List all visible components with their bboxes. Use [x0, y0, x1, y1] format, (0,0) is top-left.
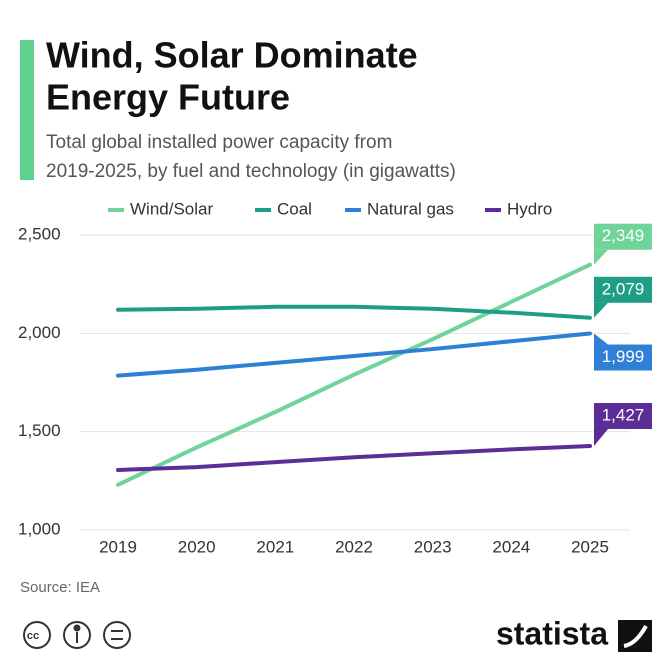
y-tick-label: 1,000: [18, 519, 61, 538]
accent-bar: [20, 40, 34, 180]
legend-label: Coal: [277, 199, 312, 218]
value-label: 1,427: [602, 406, 645, 425]
series-line: [116, 331, 592, 378]
series-line: [116, 444, 592, 473]
x-tick-label: 2024: [492, 537, 530, 556]
chart-title: Energy Future: [46, 77, 290, 118]
value-label-pointer: [594, 249, 608, 265]
value-label-pointer: [594, 302, 608, 318]
chart-subtitle: Total global installed power capacity fr…: [46, 132, 392, 153]
value-label-pointer: [594, 333, 608, 345]
x-tick-label: 2020: [178, 537, 216, 556]
x-tick-label: 2023: [414, 537, 452, 556]
legend-label: Natural gas: [367, 199, 454, 218]
value-label-box: [594, 344, 652, 371]
chart-subtitle: 2019-2025, by fuel and technology (in gi…: [46, 161, 456, 182]
x-tick-label: 2025: [571, 537, 609, 556]
brand-icon: [618, 620, 652, 652]
series-line: [116, 262, 592, 487]
value-label-box: [594, 223, 652, 250]
x-tick-label: 2021: [256, 537, 294, 556]
legend-label: Hydro: [507, 199, 552, 218]
value-label: 1,999: [602, 347, 645, 366]
chart-title: Wind, Solar Dominate: [46, 35, 418, 76]
value-label: 2,079: [602, 279, 645, 298]
legend-label: Wind/Solar: [130, 199, 213, 218]
value-label-box: [594, 276, 652, 303]
brand-icon-swoosh: [623, 625, 648, 648]
y-tick-label: 2,500: [18, 224, 61, 243]
brand-logo: statista: [496, 615, 608, 651]
y-tick-label: 2,000: [18, 323, 61, 342]
value-label-pointer: [594, 429, 608, 447]
source: Source: IEA: [20, 579, 100, 596]
cc-icon-text: cc: [27, 630, 39, 642]
y-tick-label: 1,500: [18, 421, 61, 440]
license-icons: [23, 621, 131, 649]
value-label: 2,349: [602, 226, 645, 245]
x-tick-label: 2022: [335, 537, 373, 556]
series-line: [116, 304, 592, 320]
x-tick-label: 2019: [99, 537, 137, 556]
value-label-box: [594, 403, 652, 430]
